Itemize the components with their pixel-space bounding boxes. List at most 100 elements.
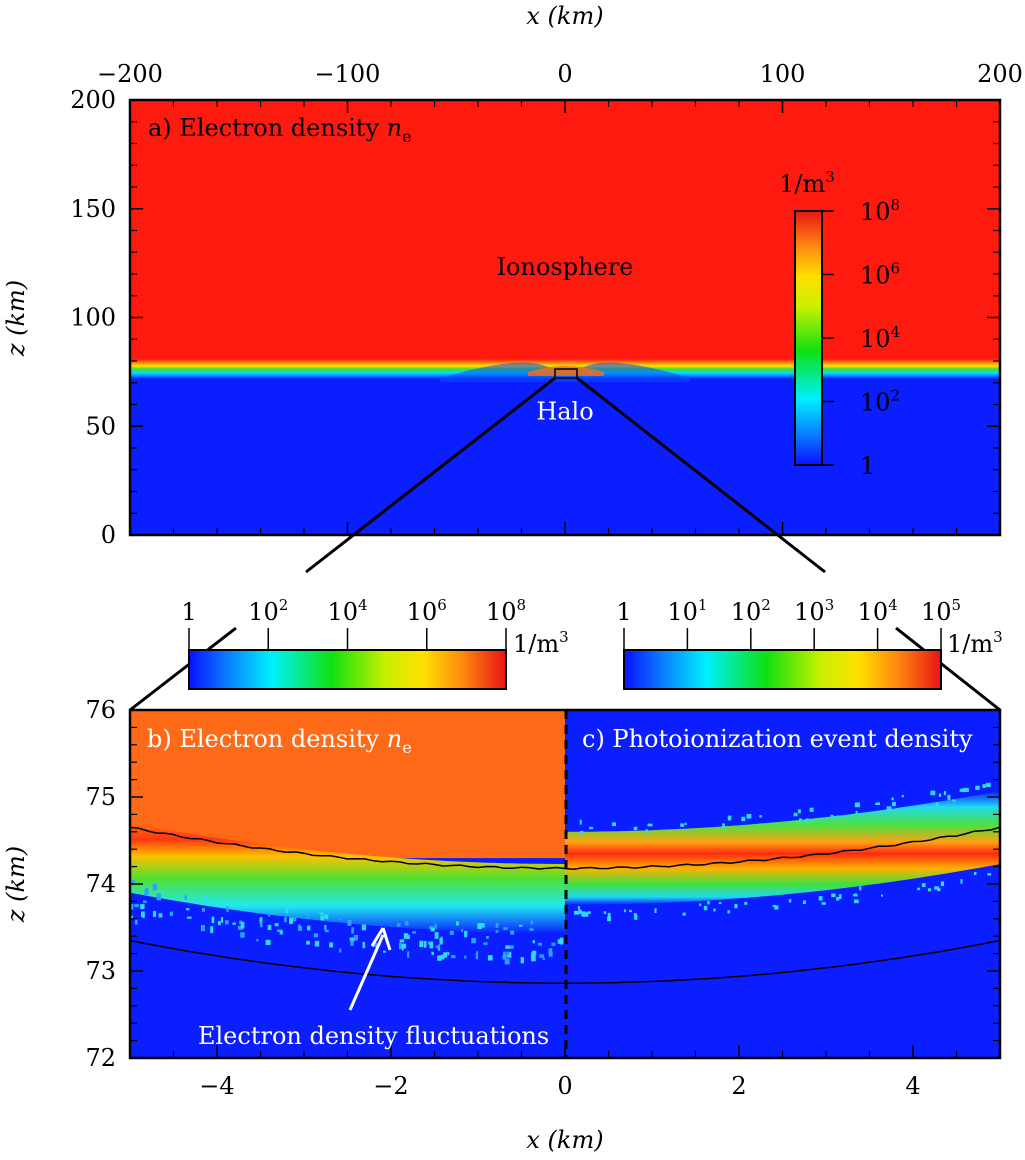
- photoionization-speckle: [881, 894, 883, 897]
- fluctuation-speckle: [225, 920, 229, 925]
- fluctuation-speckle: [464, 955, 467, 959]
- photoionization-speckle: [839, 894, 842, 899]
- panel-b-high-density: [130, 710, 565, 859]
- fluctuation-speckle: [532, 940, 535, 944]
- fluctuation-speckle: [291, 917, 297, 922]
- panel-c-colorbar: 1 101 102 103 104 105 1/m3: [616, 596, 1003, 690]
- panel-bc-ytick-label: 75: [85, 783, 116, 811]
- colorbar-tick-label: 104: [858, 596, 898, 626]
- panel-bc-overlay: −4 −2 0 2 4 72 73 74 75 76 b) Electron density ne…: [85, 696, 1002, 1100]
- fluctuation-speckle: [542, 957, 545, 961]
- fluctuation-speckle: [320, 915, 325, 921]
- photoionization-speckle: [654, 908, 657, 913]
- panel-a-colorbar-fill: [794, 210, 823, 466]
- fluctuation-speckle: [324, 914, 329, 920]
- photoionization-speckle: [703, 905, 708, 911]
- ionosphere-region: [130, 100, 1000, 363]
- halo-zoom-box: [554, 368, 578, 379]
- colorbar-tick-label: 108: [486, 596, 526, 626]
- photoionization-speckle: [964, 788, 969, 791]
- photoionization-speckle: [935, 802, 939, 807]
- fluctuation-speckle: [434, 932, 439, 939]
- fluctuation-speckle: [396, 923, 401, 927]
- fluctuation-speckle: [140, 904, 145, 910]
- colorbar-tick-label: 103: [794, 596, 834, 626]
- photoionization-speckle: [859, 886, 862, 891]
- fluctuation-speckle: [504, 958, 510, 965]
- zoom-line-left-upper: [305, 376, 556, 574]
- fluctuation-speckle: [289, 917, 293, 925]
- fluctuations-label: Electron density fluctuations: [198, 1022, 549, 1050]
- photoionization-speckle: [573, 910, 579, 915]
- panel-bc-xtick-label: 0: [557, 1072, 572, 1100]
- photoionization-speckle: [886, 806, 892, 812]
- panel-a: −200 −100 0 100 200 0 50 100 150 200 a) Electron …: [70, 60, 1023, 549]
- fluctuation-speckle: [274, 923, 279, 927]
- photoionization-speckle: [793, 812, 798, 817]
- photoionization-speckle: [741, 816, 746, 822]
- lower-atmosphere-region: [130, 375, 1000, 535]
- photoionization-speckle: [974, 871, 977, 875]
- fluctuation-speckle: [152, 883, 158, 891]
- photoionization-speckle: [788, 899, 792, 903]
- panel-bc-ytick-label: 73: [85, 957, 116, 985]
- photoionization-speckle: [805, 818, 809, 822]
- fluctuation-speckle: [451, 955, 456, 959]
- fluctuation-speckle: [265, 939, 271, 945]
- fluctuation-speckle: [226, 906, 229, 913]
- fluctuation-speckle: [407, 951, 410, 958]
- photoionization-speckle: [875, 802, 880, 805]
- panel-c-colorbar-ticks: 1 101 102 103 104 105: [616, 596, 961, 650]
- fluctuation-speckle: [184, 895, 187, 900]
- panel-b-density-band: [130, 823, 565, 934]
- photoionization-speckle: [854, 899, 859, 904]
- photoionization-speckle: [818, 896, 823, 901]
- panel-c-speckle: [573, 782, 992, 922]
- colorbar-tick-label: 1: [181, 598, 196, 626]
- panel-bc-xtick-label: −2: [373, 1072, 408, 1100]
- panel-a-xtick-label: 0: [557, 60, 572, 88]
- fluctuation-speckle: [135, 919, 138, 925]
- fluctuation-speckle: [456, 921, 459, 926]
- colorbar-tick-label: 105: [921, 596, 961, 626]
- fluctuation-speckle: [495, 922, 499, 928]
- fluctuation-speckle: [130, 915, 133, 919]
- fluctuation-speckle: [297, 926, 303, 931]
- fluctuation-speckle: [186, 916, 192, 919]
- photoionization-speckle: [855, 810, 858, 814]
- photoionization-speckle: [975, 785, 980, 790]
- photoionization-speckle: [917, 887, 921, 891]
- fluctuation-speckle: [520, 957, 524, 964]
- fluctuation-speckle: [353, 935, 358, 941]
- photoionization-speckle: [836, 815, 841, 818]
- photoionization-speckle: [959, 788, 964, 792]
- fluctuation-speckle: [507, 951, 512, 958]
- fluctuation-speckle: [158, 913, 163, 918]
- fluctuation-speckle: [401, 944, 404, 951]
- fluctuation-speckle: [204, 895, 207, 901]
- panel-a-ytick-label: 200: [70, 86, 116, 114]
- fluctuation-speckle: [503, 927, 508, 930]
- fluctuation-speckle: [240, 921, 245, 929]
- fluctuation-speckle: [440, 936, 443, 940]
- panel-bc-xtick-label: −4: [199, 1072, 234, 1100]
- fluctuation-speckle: [424, 941, 427, 948]
- panel-b-colorbar-ticks: 1 102 104 106 108: [181, 596, 526, 650]
- photoionization-speckle: [836, 897, 840, 901]
- fluctuation-speckle: [412, 931, 416, 934]
- photoionization-speckle: [960, 879, 963, 884]
- photoionization-speckle: [684, 822, 687, 825]
- ionosphere-label: Ionosphere: [497, 253, 634, 281]
- photoionization-speckle: [802, 900, 806, 905]
- photoionization-speckle: [722, 826, 726, 829]
- fluctuation-speckle: [268, 912, 271, 917]
- panel-bc-ticks: −4 −2 0 2 4 72 73 74 75 76: [85, 696, 1001, 1100]
- colorbar-tick-label: 1: [860, 452, 875, 480]
- fluctuation-speckle: [475, 953, 478, 960]
- photoionization-speckle: [854, 893, 857, 897]
- colorbar-tick-label: 104: [327, 596, 367, 626]
- colorbar-tick-label: 101: [667, 596, 707, 626]
- fluctuation-speckle: [437, 955, 442, 961]
- photoionization-speckle: [612, 822, 616, 827]
